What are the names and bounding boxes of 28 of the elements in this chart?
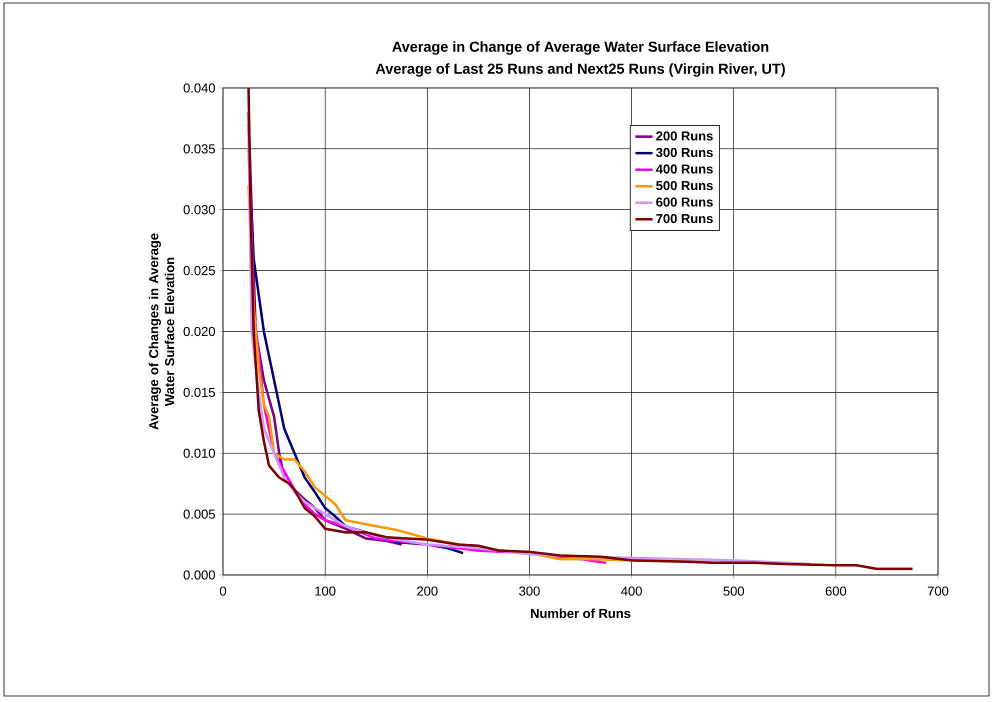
y-tick-label: 0.015 — [184, 388, 215, 397]
x-tick-label: 300 — [519, 586, 540, 596]
y-tick-label: 0.040 — [184, 83, 215, 93]
x-tick-label: 100 — [315, 586, 336, 596]
y-tick-label: 0.035 — [184, 144, 215, 154]
y-tick-label: 0.025 — [184, 266, 215, 276]
x-tick-label: 600 — [826, 586, 846, 596]
y-tick-label: 0.030 — [184, 205, 215, 214]
y-tick-label: 0.010 — [184, 448, 215, 458]
legend-label: 400 Runs — [656, 164, 713, 174]
chart-title: Average in Change of Average Water Surface Elevation — [392, 41, 768, 55]
x-axis-title: Number of Runs — [531, 608, 630, 618]
line-series — [247, 88, 914, 570]
legend-label: 600 Runs — [656, 197, 713, 207]
x-tick-label: 500 — [723, 586, 744, 596]
legend-label: 200 Runs — [656, 131, 713, 141]
y-tick-label: 0.000 — [184, 570, 215, 580]
y-tick-label: 0.005 — [184, 510, 215, 519]
x-tick-label: 700 — [928, 586, 948, 596]
y-tick-label: 0.020 — [184, 326, 215, 336]
x-tick-label: 400 — [621, 586, 642, 596]
y-axis-title: Average of Changes in Average Water Surface Elevation — [148, 233, 174, 430]
legend-label: 300 Runs — [656, 148, 713, 158]
chart-subtitle: Average of Last 25 Runs and Next25 Runs (Virgin River, UT) — [376, 63, 785, 77]
legend-label: 500 Runs — [656, 180, 713, 190]
x-tick-label: 0 — [220, 586, 226, 596]
x-tick-label: 200 — [417, 586, 438, 596]
legend-label: 700 Runs — [656, 214, 713, 224]
